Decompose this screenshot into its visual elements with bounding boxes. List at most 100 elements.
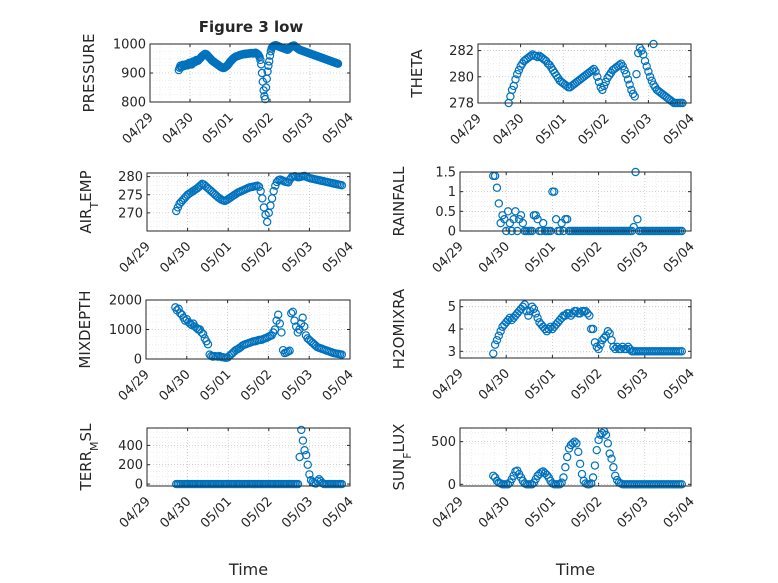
data-point — [529, 304, 539, 314]
data-point — [298, 436, 308, 445]
data-point — [263, 67, 272, 76]
data-point — [522, 306, 531, 316]
data-point — [503, 315, 513, 325]
x-axis-label: Time — [228, 560, 268, 579]
data-point — [288, 307, 298, 316]
y-axis-label: THETA — [408, 49, 426, 99]
data-point — [261, 83, 271, 92]
data-point — [622, 344, 631, 354]
data-point — [203, 340, 213, 349]
y-tick-label: 0 — [135, 478, 143, 493]
data-point — [623, 75, 633, 84]
data-point — [575, 459, 585, 469]
data-point — [533, 214, 542, 224]
data-point — [605, 449, 614, 458]
data-point — [257, 68, 267, 78]
data-point — [551, 214, 561, 224]
data-point — [273, 310, 283, 319]
y-axis-label: TERRMSL — [77, 423, 101, 492]
data-point — [609, 463, 618, 472]
data-point — [538, 218, 548, 228]
axes-frame — [459, 427, 692, 487]
data-point — [514, 66, 524, 75]
figure-title: Figure 3 low — [199, 18, 304, 36]
data-point — [647, 76, 657, 85]
data-point — [500, 214, 509, 224]
data-point — [254, 182, 264, 191]
data-point — [262, 217, 272, 227]
data-point — [277, 328, 286, 337]
y-tick-label: 1000 — [113, 38, 146, 53]
data-point — [585, 311, 594, 320]
data-point — [625, 80, 634, 89]
y-tick-label: 275 — [118, 188, 143, 203]
y-tick-label: 0 — [134, 353, 142, 368]
data-point — [572, 439, 581, 448]
y-axis-label: PRESSURE — [80, 34, 98, 113]
data-point — [587, 479, 596, 488]
data-point — [611, 344, 620, 354]
y-tick-label: 2000 — [109, 294, 142, 309]
data-point — [622, 69, 631, 79]
series-theta — [504, 39, 687, 108]
y-axis-label: SUNFLUX — [390, 424, 414, 491]
y-tick-label: 400 — [118, 439, 143, 454]
data-point — [507, 85, 517, 95]
data-point — [198, 329, 208, 339]
data-point — [518, 218, 528, 228]
data-point — [297, 425, 306, 435]
data-point — [527, 302, 537, 311]
data-point — [562, 452, 572, 462]
data-point — [489, 349, 498, 358]
data-point — [512, 69, 522, 79]
data-point — [303, 460, 312, 469]
y-tick-label: 282 — [449, 44, 474, 59]
data-point — [293, 479, 303, 489]
data-point — [516, 211, 526, 220]
y-axis-label: RAINFALL — [390, 166, 408, 237]
data-point — [494, 331, 504, 340]
data-point — [618, 62, 628, 71]
data-point — [542, 470, 552, 480]
data-point — [555, 480, 564, 489]
data-point — [524, 311, 533, 320]
data-point — [505, 313, 515, 323]
series-pressure — [174, 40, 343, 104]
data-point — [677, 347, 686, 356]
data-point — [531, 211, 540, 220]
data-point — [637, 46, 646, 55]
data-point — [265, 57, 274, 66]
y-tick-label: 1.5 — [435, 166, 456, 181]
data-point — [620, 66, 629, 75]
data-point — [568, 439, 577, 448]
plot-area — [460, 172, 691, 231]
data-point — [627, 85, 636, 95]
data-point — [562, 214, 572, 224]
x-axis-label: Time — [555, 560, 595, 579]
data-point — [492, 335, 502, 345]
axes-frame — [149, 43, 351, 103]
y-tick-label: 280 — [449, 70, 474, 85]
data-point — [305, 470, 314, 479]
data-point — [644, 67, 653, 76]
data-point — [337, 350, 347, 359]
data-point — [590, 461, 600, 470]
data-point — [588, 473, 598, 482]
axes-frame — [145, 299, 351, 360]
data-point — [633, 214, 642, 224]
data-point — [588, 324, 598, 334]
data-point — [601, 430, 611, 440]
data-point — [269, 186, 278, 196]
data-point — [261, 94, 270, 104]
data-point — [574, 447, 583, 457]
y-tick-label: 0 — [448, 225, 456, 240]
y-tick-label: 1000 — [109, 323, 142, 338]
y-tick-label: 5 — [448, 300, 456, 315]
data-point — [546, 322, 555, 331]
data-point — [256, 55, 265, 65]
data-point — [264, 61, 273, 70]
data-point — [592, 445, 601, 455]
data-point — [596, 340, 605, 349]
data-point — [598, 85, 607, 95]
